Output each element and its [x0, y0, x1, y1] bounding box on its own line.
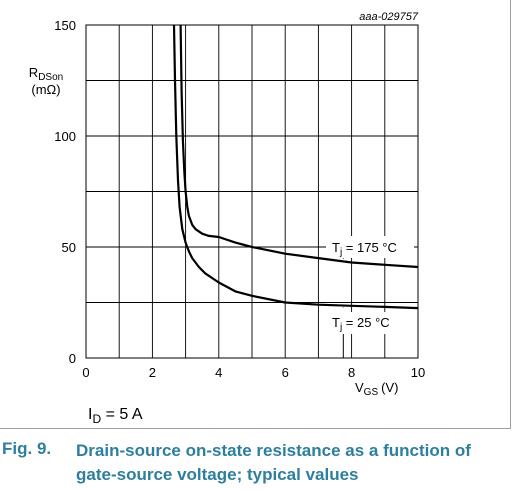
- series-line-175C: [179, 24, 419, 269]
- figure-caption: Fig. 9. Drain-source on-state resistance…: [0, 436, 515, 486]
- y-tick-label: 150: [54, 18, 76, 33]
- y-tick-label: 0: [69, 351, 76, 366]
- watermark-label: aaa-029757: [359, 11, 419, 23]
- figure-number: Fig. 9.: [2, 439, 52, 458]
- series-label-175: Tj = 175 °C: [332, 240, 397, 258]
- series-label-25: Tj = 25 °C: [332, 315, 390, 333]
- x-tick-label: 4: [215, 365, 222, 380]
- x-axis-label: VGS (V): [355, 380, 398, 398]
- x-tick-label: 10: [411, 365, 425, 380]
- figure-frame: [0, 0, 511, 429]
- figure-caption-text: Drain-source on-state resistance as a fu…: [76, 441, 471, 484]
- y-axis-label: RDSon: [29, 65, 63, 83]
- y-tick-label: 100: [54, 129, 76, 144]
- plot-area-border: [85, 24, 419, 359]
- label-bg-175: [326, 236, 414, 258]
- y-axis-unit: (mΩ): [31, 82, 60, 97]
- x-tick-label: 6: [282, 365, 289, 380]
- series-line-25C: [172, 24, 419, 310]
- grid: [85, 24, 419, 359]
- x-tick-label: 0: [82, 365, 89, 380]
- y-tick-label: 50: [62, 240, 76, 255]
- x-tick-label: 2: [149, 365, 156, 380]
- label-bg-25: [326, 312, 408, 334]
- condition-label: ID = 5 A: [88, 406, 143, 426]
- x-tick-label: 8: [348, 365, 355, 380]
